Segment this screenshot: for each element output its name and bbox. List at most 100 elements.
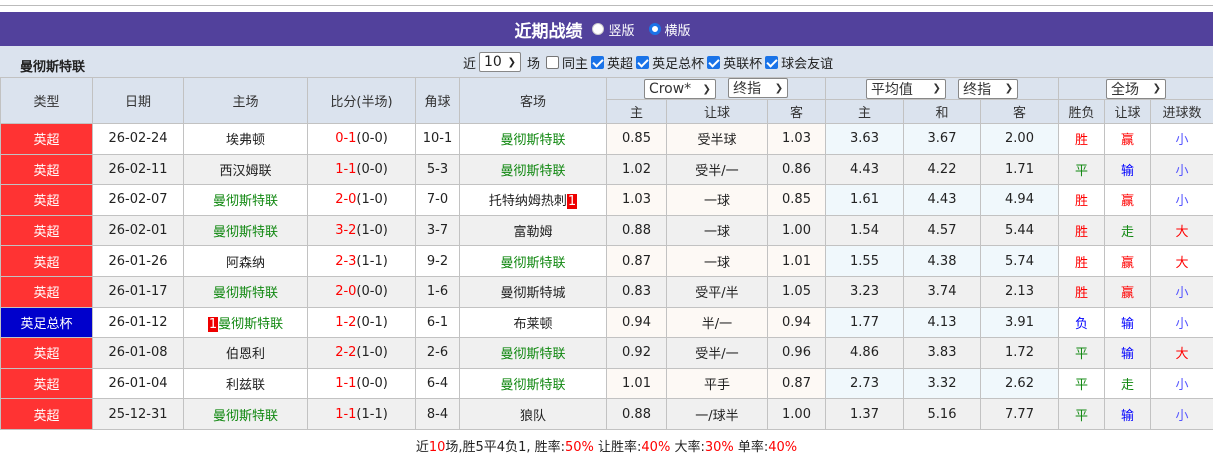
corner-text: 7-0 [427,192,448,207]
odds-type-select[interactable]: 终指❯ [958,79,1018,99]
match-score: 1-1(0-0) [308,154,416,185]
corner-text: 2-6 [427,345,448,360]
result-text: 小 [1176,194,1189,209]
league-name[interactable]: 英超 [33,133,59,148]
league-name[interactable]: 英超 [33,409,59,424]
epl-checkbox[interactable] [591,56,604,69]
home-team-name[interactable]: 阿森纳 [226,256,265,271]
odds-text: 1.03 [622,192,651,207]
odds-draw: 5.16 [904,399,981,430]
away-team-name[interactable]: 托特纳姆热刺 [489,194,567,209]
odds-away: 4.94 [981,185,1059,216]
radio-icon[interactable] [592,23,604,35]
full-time-score[interactable]: 2-0 [335,192,356,207]
average-select[interactable]: 平均值❯ [866,79,946,99]
result-text: 赢 [1121,194,1134,209]
odds-text: 4.43 [850,162,879,177]
handicap-type-select[interactable]: 终指❯ [728,78,788,98]
result-text: 赢 [1121,286,1134,301]
league-name[interactable]: 英超 [33,194,59,209]
away-team-name[interactable]: 狼队 [520,409,546,424]
league-cup-checkbox[interactable] [707,56,720,69]
full-time-score[interactable]: 2-2 [335,345,356,360]
odds-text: 2.73 [850,376,879,391]
full-time-score[interactable]: 1-2 [335,315,356,330]
full-time-score[interactable]: 2-3 [335,254,356,269]
half-time-score: (1-0) [356,345,387,360]
match-count-select[interactable]: 10❯ [479,52,521,72]
layout-option-horizontal[interactable]: 横版 [649,20,691,39]
odds-text: 5.16 [928,407,957,422]
full-time-score[interactable]: 2-0 [335,284,356,299]
odds-text: 0.86 [782,162,811,177]
odds-text: 0.94 [782,315,811,330]
match-score: 1-1(0-0) [308,368,416,399]
away-team-name[interactable]: 富勒姆 [513,225,552,240]
title-bar: 近期战绩 竖版 横版 [0,12,1213,46]
match-date: 26-01-04 [93,368,184,399]
handicap-line: 半/一 [667,307,768,338]
period-select[interactable]: 全场❯ [1106,79,1166,99]
home-team-name[interactable]: 利兹联 [226,378,265,393]
odds-text: 2.13 [1005,284,1034,299]
odds-draw: 3.74 [904,276,981,307]
full-time-score[interactable]: 1-1 [335,376,356,391]
full-time-score[interactable]: 1-1 [335,407,356,422]
league-name[interactable]: 英超 [33,286,59,301]
competition-label: 球会友谊 [781,53,833,72]
full-time-score[interactable]: 3-2 [335,223,356,238]
home-team-name[interactable]: 曼彻斯特联 [213,225,278,240]
result-text: 胜 [1075,133,1088,148]
radio-selected-icon[interactable] [649,23,661,35]
away-team-name[interactable]: 曼彻斯特联 [500,347,565,362]
odds-away: 3.91 [981,307,1059,338]
league-name[interactable]: 英超 [33,164,59,179]
away-team: 托特纳姆热刺1 [460,185,607,216]
away-team-name[interactable]: 曼彻斯特联 [500,256,565,271]
layout-option-vertical[interactable]: 竖版 [592,20,634,39]
away-team-name[interactable]: 曼彻斯特联 [500,378,565,393]
home-team-name[interactable]: 曼彻斯特联 [213,409,278,424]
full-time-score[interactable]: 0-1 [335,131,356,146]
odds-text: 1.01 [782,254,811,269]
away-team-name[interactable]: 曼彻斯特城 [500,286,565,301]
league-name[interactable]: 英超 [33,225,59,240]
odds-text: 0.85 [782,192,811,207]
home-team-name[interactable]: 伯恩利 [226,347,265,362]
odds-text: 3.23 [850,284,879,299]
handicap-home-odds: 1.03 [607,185,667,216]
home-team-name[interactable]: 曼彻斯特联 [213,194,278,209]
company-select[interactable]: Crow*❯ [644,79,716,99]
friendly-checkbox[interactable] [765,56,778,69]
home-team-name[interactable]: 曼彻斯特联 [213,286,278,301]
league-name[interactable]: 英超 [33,378,59,393]
match-score: 2-0(0-0) [308,276,416,307]
odds-text: 1.55 [850,254,879,269]
league-name[interactable]: 英足总杯 [20,317,72,332]
home-team: 西汉姆联 [184,154,308,185]
fa-cup-checkbox[interactable] [636,56,649,69]
league-name[interactable]: 英超 [33,256,59,271]
handicap-text: 受半球 [697,133,736,148]
handicap-text: 一球 [704,256,730,271]
home-team-name[interactable]: 西汉姆联 [219,164,271,179]
handicap-away-odds: 1.03 [768,124,826,155]
corner-kicks: 9-2 [416,246,460,277]
result-header: 全场❯ [1059,78,1213,100]
same-home-checkbox[interactable] [546,56,559,69]
away-team-name[interactable]: 布莱顿 [513,317,552,332]
home-team-name[interactable]: 埃弗顿 [226,133,265,148]
home-team: 曼彻斯特联 [184,276,308,307]
full-time-score[interactable]: 1-1 [335,162,356,177]
home-team-name[interactable]: 曼彻斯特联 [218,317,283,332]
away-team-name[interactable]: 曼彻斯特联 [500,133,565,148]
away-team-name[interactable]: 曼彻斯特联 [500,164,565,179]
league-name[interactable]: 英超 [33,347,59,362]
handicap-line: 一/球半 [667,399,768,430]
result-text: 小 [1176,317,1189,332]
